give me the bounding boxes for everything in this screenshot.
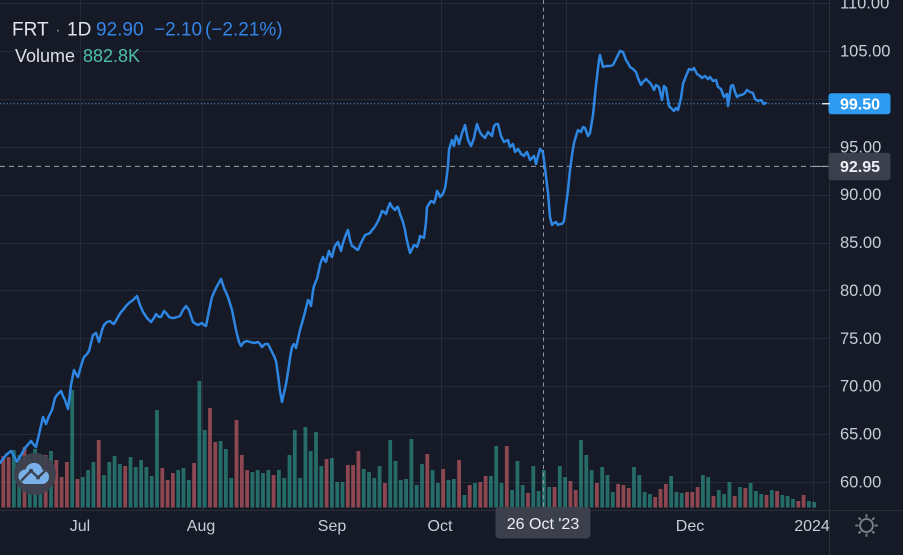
svg-text:Oct: Oct bbox=[428, 518, 453, 535]
svg-text:99.50: 99.50 bbox=[840, 96, 880, 113]
svg-text:882.8K: 882.8K bbox=[83, 46, 140, 66]
svg-text:−2.10: −2.10 bbox=[154, 20, 202, 41]
svg-text:95.00: 95.00 bbox=[840, 138, 881, 156]
svg-text:26 Oct '23: 26 Oct '23 bbox=[507, 516, 580, 533]
svg-text:Aug: Aug bbox=[187, 518, 215, 535]
svg-text:60.00: 60.00 bbox=[840, 474, 881, 492]
svg-text:105.00: 105.00 bbox=[840, 43, 890, 61]
svg-text:65.00: 65.00 bbox=[840, 426, 881, 444]
svg-text:FRT: FRT bbox=[12, 20, 49, 41]
svg-text:·: · bbox=[55, 20, 61, 39]
svg-text:Volume: Volume bbox=[15, 46, 75, 66]
svg-text:Jul: Jul bbox=[70, 518, 90, 535]
svg-text:92.90: 92.90 bbox=[96, 20, 144, 41]
svg-text:75.00: 75.00 bbox=[840, 330, 881, 348]
svg-text:Sep: Sep bbox=[318, 518, 347, 535]
svg-text:110.00: 110.00 bbox=[840, 0, 889, 13]
svg-text:2024: 2024 bbox=[794, 518, 830, 535]
svg-text:92.95: 92.95 bbox=[840, 159, 880, 176]
svg-text:85.00: 85.00 bbox=[840, 234, 881, 252]
svg-text:80.00: 80.00 bbox=[840, 282, 881, 300]
svg-text:70.00: 70.00 bbox=[840, 378, 881, 396]
svg-text:1D: 1D bbox=[67, 20, 91, 41]
svg-text:90.00: 90.00 bbox=[840, 186, 881, 204]
svg-text:Dec: Dec bbox=[676, 518, 704, 535]
svg-text:(−2.21%): (−2.21%) bbox=[205, 20, 283, 41]
